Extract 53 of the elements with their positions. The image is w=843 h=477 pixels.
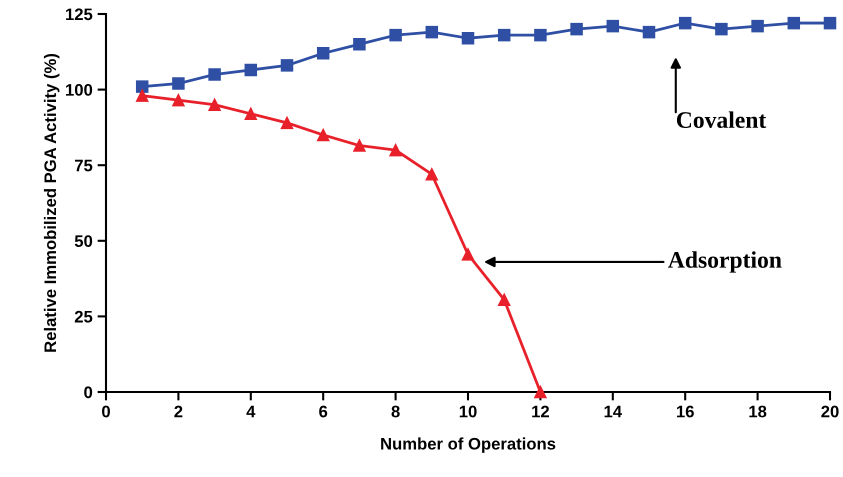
x-tick-label: 8: [391, 406, 400, 418]
y-tick-label: 100: [66, 84, 92, 96]
point: [426, 26, 438, 38]
x-tick-label: 6: [319, 406, 328, 418]
point: [172, 94, 185, 106]
point: [606, 20, 620, 32]
point: [280, 116, 294, 130]
point: [244, 108, 258, 120]
point: [824, 16, 836, 30]
y-tick-label: 50: [74, 235, 92, 248]
x-tick-label: 14: [604, 406, 622, 418]
point: [136, 89, 148, 102]
point: [534, 28, 547, 42]
y-axis-title: Relative Immobilized PGA Activity (%): [44, 54, 60, 352]
point: [353, 38, 366, 50]
point: [462, 32, 474, 44]
point: [244, 64, 258, 76]
point: [316, 128, 330, 142]
point: [788, 16, 800, 30]
point: [426, 168, 438, 181]
x-tick-label: 4: [246, 406, 256, 418]
x-tick-label: 10: [460, 406, 477, 418]
point: [208, 98, 221, 111]
x-tick-label: 16: [676, 406, 694, 418]
point: [534, 386, 547, 398]
point: [208, 68, 221, 81]
annotation: Covalent: [676, 111, 766, 128]
point: [316, 47, 330, 60]
point: [642, 26, 656, 38]
point: [715, 22, 728, 36]
point: [498, 294, 510, 306]
x-tick-label: 0: [102, 406, 110, 418]
annotation: Adsorption: [668, 251, 782, 273]
point: [678, 16, 692, 30]
point: [498, 28, 510, 42]
y-tick-label: 75: [74, 160, 92, 172]
point: [172, 77, 185, 90]
point: [751, 20, 764, 32]
x-tick-label: 2: [174, 406, 182, 418]
y-tick-label: 25: [74, 310, 92, 323]
x-tick-label: 20: [821, 406, 839, 418]
point: [389, 28, 402, 42]
point: [389, 144, 402, 156]
point: [570, 22, 583, 36]
point: [136, 80, 148, 93]
x-axis-title: Number of Operations: [381, 437, 556, 453]
y-tick-label: 125: [66, 8, 92, 20]
point: [280, 59, 294, 72]
point: [462, 248, 474, 261]
y-tick-label: 0: [84, 386, 92, 398]
x-tick-label: 18: [749, 406, 766, 418]
x-tick-label: 12: [532, 406, 550, 418]
point: [353, 139, 366, 152]
